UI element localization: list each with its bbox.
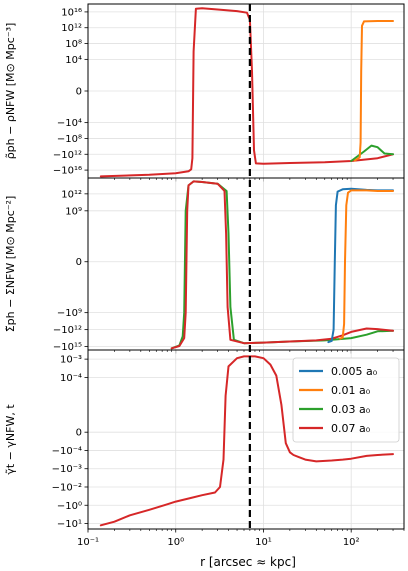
- panel-frame: [87, 177, 405, 351]
- x-tick-label: 10⁰: [167, 537, 184, 548]
- y-tick-label: −10⁸: [57, 134, 82, 145]
- y-tick-label: −10⁻²: [52, 482, 82, 493]
- y-tick-label: −10⁻³: [52, 464, 82, 475]
- series-line-2: [170, 180, 394, 350]
- y-tick-label: 10¹²: [61, 23, 82, 34]
- series-group: [99, 7, 394, 178]
- y-tick-label: −10⁴: [57, 118, 82, 129]
- x-tick-label: 10²: [343, 537, 360, 548]
- y-tick-label: 10⁻⁴: [60, 373, 82, 384]
- y-tick-label: −10¹: [57, 519, 82, 530]
- y-tick-label: 10⁹: [65, 206, 82, 217]
- series-group: [99, 355, 394, 527]
- series-line-2: [350, 144, 394, 162]
- y-tick-label: −10¹⁵: [53, 342, 82, 353]
- series-line-1: [170, 180, 394, 350]
- grid: [87, 178, 404, 350]
- panels: 10¹⁶ 10¹² 10⁸ 10⁴ 0 −10⁴ −10⁸ −10¹² −10¹⁶ ρ̃ph − …: [4, 3, 405, 533]
- y-tick-label: 10⁴: [65, 55, 82, 66]
- y-axis-label: Σ̃ph − ΣNFW [M⊙ Mpc⁻²]: [4, 196, 17, 333]
- x-axis-label: r [arcsec ≈ kpc]: [200, 555, 296, 569]
- y-tick-label: −10¹²: [53, 150, 82, 161]
- y-tick-label: 0: [76, 257, 82, 268]
- y-tick-label: 0: [76, 428, 82, 439]
- y-tick-label: −10⁻⁴: [52, 446, 82, 457]
- panel-3: 10⁻³ 10⁻⁴ 0 −10⁻⁴ −10⁻³ −10⁻² −10⁰ −10¹ γ̃t − γN…: [4, 349, 405, 533]
- y-axis-label: γ̃t − γNFW, t: [4, 404, 17, 475]
- series-line-3: [327, 187, 394, 344]
- x-axis: 10⁻¹ 10⁰ 10¹ 10²: [77, 537, 360, 548]
- x-tick-label: 10¹: [255, 537, 272, 548]
- panel-2: 10¹² 10⁹ 0 −10⁹ −10¹² −10¹⁵ Σ̃ph − ΣNFW [M⊙ Mp…: [4, 177, 405, 354]
- y-tick-label: −10¹⁶: [53, 166, 82, 177]
- y-tick-label: 10⁻³: [60, 355, 82, 366]
- y-tick-label: 10¹⁶: [61, 7, 82, 18]
- y-tick-label: −10¹²: [53, 325, 82, 336]
- legend-label: 0.005 a₀: [331, 365, 378, 378]
- series-line-4: [339, 189, 394, 340]
- grid: [87, 4, 404, 178]
- legend: 0.005 a₀ 0.01 a₀ 0.03 a₀ 0.07 a₀: [292, 357, 400, 443]
- y-tick-label: 0: [76, 87, 82, 98]
- legend-box: [292, 357, 400, 443]
- y-axis-label: ρ̃ph − ρNFW [M⊙ Mpc⁻³]: [4, 23, 17, 160]
- series-line-1: [99, 7, 394, 178]
- legend-label: 0.03 a₀: [331, 403, 371, 416]
- panel-frame: [87, 349, 405, 530]
- x-tick-label: 10⁻¹: [77, 537, 99, 548]
- legend-label: 0.07 a₀: [331, 422, 371, 435]
- y-tick-label: 10⁸: [65, 39, 82, 50]
- series-line-1: [99, 355, 394, 527]
- series-line-3: [353, 20, 394, 162]
- panel-1: 10¹⁶ 10¹² 10⁸ 10⁴ 0 −10⁴ −10⁸ −10¹² −10¹⁶ ρ̃ph − …: [4, 3, 405, 182]
- legend-label: 0.01 a₀: [331, 384, 371, 397]
- y-tick-label: 10¹²: [61, 189, 82, 200]
- y-tick-label: −10⁹: [57, 308, 82, 319]
- y-tick-label: −10⁰: [57, 501, 82, 512]
- series-group: [170, 180, 394, 350]
